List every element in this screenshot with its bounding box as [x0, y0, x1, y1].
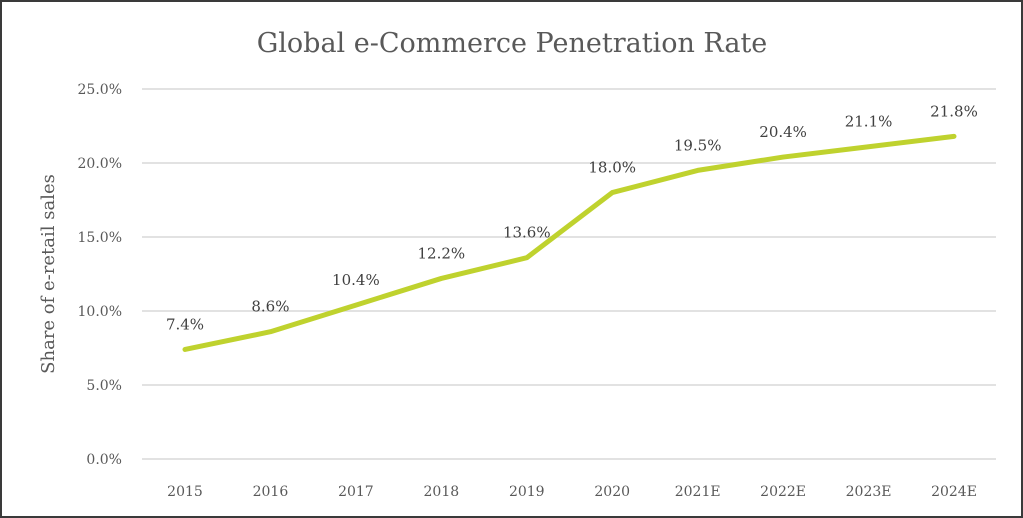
- x-axis-ticks: 2015 2016 2017 2018 2019 2020 2021E 2022E 2023E 2…: [167, 484, 977, 500]
- x-tick-label: 2019: [509, 484, 545, 500]
- y-tick-label: 15.0%: [78, 230, 122, 246]
- data-label: 10.4%: [332, 271, 380, 289]
- x-tick-label: 2024E: [931, 484, 977, 500]
- data-labels: 7.4% 8.6% 10.4% 12.2% 13.6% 18.0% 19.5% 20.4% 21…: [166, 102, 978, 333]
- x-tick-label: 2020: [594, 484, 630, 500]
- x-tick-label: 2023E: [846, 484, 892, 500]
- data-label: 21.1%: [845, 113, 893, 131]
- y-axis-ticks: 0.0% 5.0% 10.0% 15.0% 20.0% 25.0%: [78, 82, 122, 468]
- data-label: 21.8%: [930, 102, 978, 120]
- y-tick-label: 0.0%: [86, 452, 122, 468]
- x-tick-label: 2022E: [760, 484, 806, 500]
- series-line-group: [182, 133, 957, 352]
- series-line: [182, 133, 957, 352]
- data-label: 18.0%: [588, 159, 636, 177]
- data-label: 8.6%: [251, 298, 289, 316]
- x-tick-label: 2017: [338, 484, 374, 500]
- data-label: 13.6%: [503, 224, 551, 242]
- data-label: 20.4%: [759, 123, 807, 141]
- data-label: 12.2%: [418, 244, 466, 262]
- x-tick-label: 2021E: [675, 484, 721, 500]
- y-tick-label: 10.0%: [78, 304, 122, 320]
- gridlines: [142, 88, 996, 460]
- chart-title: Global e-Commerce Penetration Rate: [257, 28, 768, 59]
- y-tick-label: 25.0%: [78, 82, 122, 98]
- y-tick-label: 20.0%: [78, 156, 122, 172]
- data-label: 7.4%: [166, 315, 204, 333]
- y-axis-label: Share of e-retail sales: [38, 174, 59, 374]
- data-label: 19.5%: [674, 136, 722, 154]
- x-tick-label: 2016: [253, 484, 289, 500]
- x-tick-label: 2015: [167, 484, 203, 500]
- x-tick-label: 2018: [424, 484, 460, 500]
- y-tick-label: 5.0%: [86, 378, 122, 394]
